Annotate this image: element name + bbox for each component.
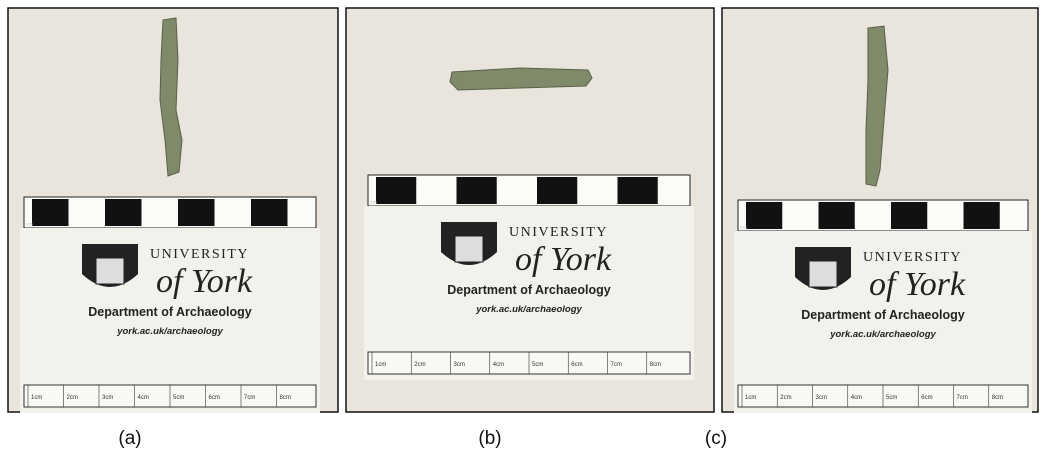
card [734,231,1032,413]
scale-block [891,202,928,229]
artifact [159,17,183,177]
scale-block [818,202,855,229]
ruler-label: 3cm [816,395,827,401]
department: Department of Archaeology [88,305,252,319]
ruler-label: 1cm [31,395,42,401]
ruler-label: 8cm [992,395,1003,401]
ruler-label: 8cm [280,395,291,401]
ruler-label: 4cm [851,395,862,401]
caption: (a) [118,428,141,449]
university: UNIVERSITY [150,247,249,262]
ruler-label: 6cm [571,362,582,368]
scale-unit: cm [370,200,377,206]
scale-block [617,177,658,204]
scale-unit: cm [740,225,747,231]
card [20,228,320,413]
scale-block [178,199,215,226]
department: Department of Archaeology [447,283,611,297]
scale-block [537,177,578,204]
ruler-label: 4cm [493,362,504,368]
ruler-label: 3cm [102,395,113,401]
scale-block [32,199,69,226]
scale-block [251,199,288,226]
department: Department of Archaeology [801,308,965,322]
ruler-label: 2cm [780,395,791,401]
scale-block [376,177,417,204]
ruler-label: 5cm [173,395,184,401]
university: UNIVERSITY [863,250,962,265]
card [364,206,694,380]
scale-block [456,177,497,204]
ruler-label: 6cm [209,395,220,401]
url: york.ac.uk/archaeology [829,329,936,340]
ruler-label: 7cm [957,395,968,401]
ruler-label: 5cm [886,395,897,401]
ruler-label: 2cm [67,395,78,401]
url: york.ac.uk/archaeology [116,326,223,337]
ruler-label: 7cm [611,362,622,368]
scale-block [963,202,1000,229]
ruler-label: 1cm [745,395,756,401]
artifact [865,25,889,187]
crest-shield [454,235,484,263]
scale-unit: cm [26,222,33,228]
ruler-label: 7cm [244,395,255,401]
artifact [449,67,593,91]
url: york.ac.uk/archaeology [475,304,582,315]
crest-shield [95,257,125,285]
york: of York [156,263,253,300]
caption: (c) [705,428,727,449]
scale-block [105,199,142,226]
university: UNIVERSITY [509,225,608,240]
ruler-label: 6cm [921,395,932,401]
crest-shield [808,260,838,288]
york: of York [869,266,966,303]
scale-block [746,202,783,229]
ruler-label: 8cm [650,362,661,368]
york: of York [515,241,612,278]
caption: (b) [478,428,501,449]
ruler-label: 2cm [414,362,425,368]
ruler-label: 3cm [454,362,465,368]
ruler-label: 5cm [532,362,543,368]
ruler-label: 4cm [138,395,149,401]
ruler-label: 1cm [375,362,386,368]
